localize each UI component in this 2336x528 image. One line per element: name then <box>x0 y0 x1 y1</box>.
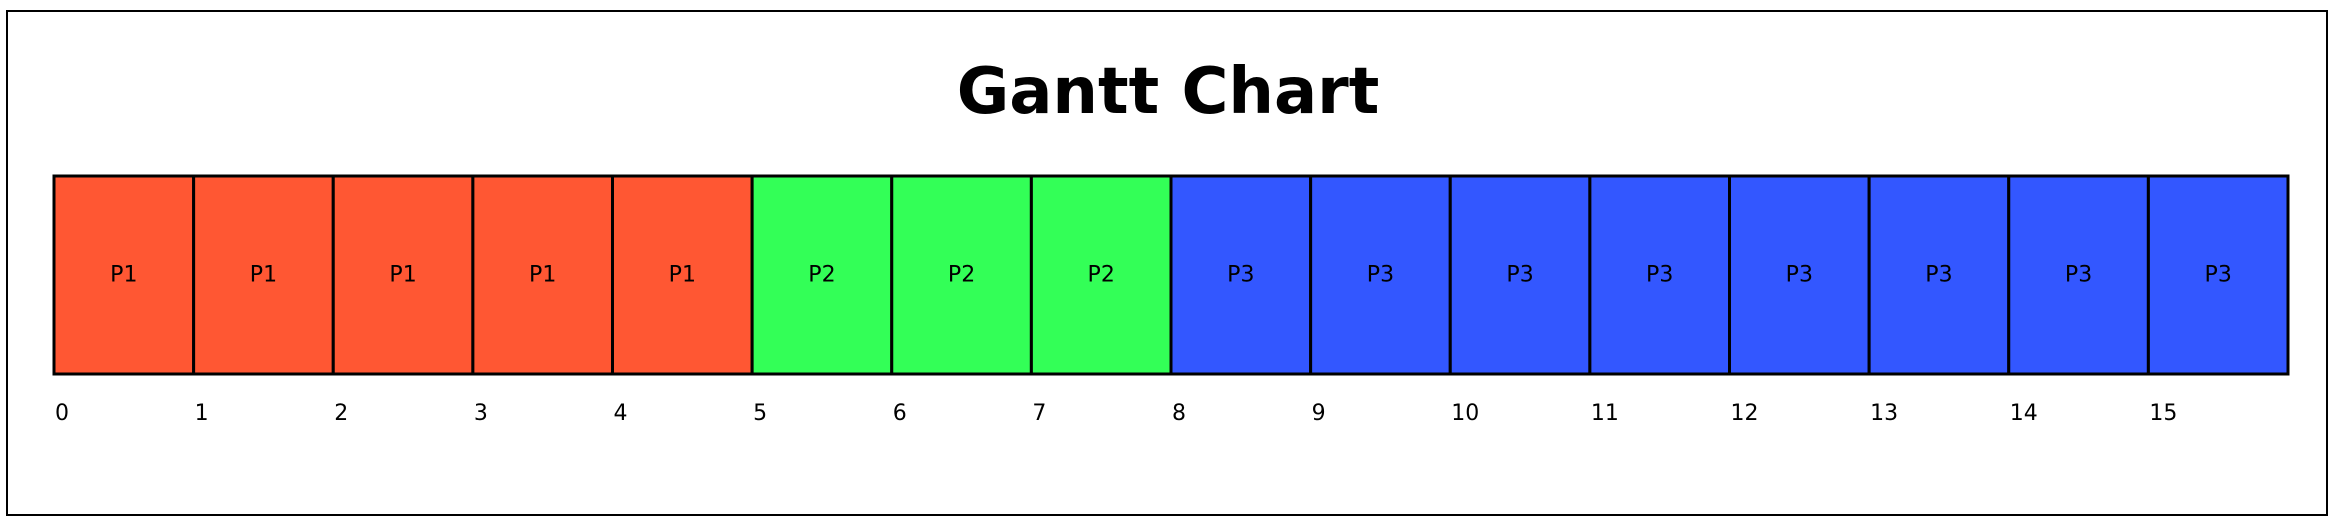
gantt-bar-label: P3 <box>1367 263 1394 288</box>
gantt-bar-label: P1 <box>669 263 696 288</box>
gantt-bar-p3-14 <box>2007 174 2150 376</box>
x-tick-label: 2 <box>334 401 348 426</box>
gantt-bar-p3-13 <box>1867 174 2011 376</box>
gantt-bar-p3-15 <box>2146 174 2290 376</box>
gantt-bar-p1-0 <box>52 174 196 376</box>
gantt-bar-label: P2 <box>948 263 975 288</box>
x-tick-label: 5 <box>753 401 767 426</box>
chart-title: Gantt Chart <box>956 55 1380 129</box>
gantt-bar-label: P1 <box>529 263 556 288</box>
x-tick-label: 10 <box>1451 401 1479 426</box>
x-tick-label: 4 <box>614 401 628 426</box>
x-tick-label: 12 <box>1731 401 1759 426</box>
gantt-bar-label: P3 <box>1925 263 1952 288</box>
x-tick-label: 1 <box>195 401 209 426</box>
x-tick-label: 6 <box>893 401 907 426</box>
x-tick-label: 3 <box>474 401 488 426</box>
gantt-bar-label: P1 <box>389 263 416 288</box>
gantt-bar-p2-6 <box>890 174 1033 376</box>
gantt-bar-p1-1 <box>192 174 335 376</box>
gantt-bar-p1-3 <box>471 174 614 376</box>
gantt-bar-label: P3 <box>1786 263 1813 288</box>
gantt-bar-p1-4 <box>611 174 754 376</box>
gantt-bar-labels: P1 P1 P1 P1 P1 P2 P2 P2 P3 P3 P3 P3 P3 P3 P3 P3 <box>110 263 2232 288</box>
gantt-bar-p2-7 <box>1029 174 1173 376</box>
x-tick-label: 0 <box>55 401 69 426</box>
gantt-bars <box>52 174 2290 376</box>
x-tick-label: 8 <box>1172 401 1186 426</box>
gantt-bar-label: P1 <box>250 263 277 288</box>
gantt-bar-p1-2 <box>331 174 475 376</box>
gantt-bar-p3-10 <box>1448 174 1592 376</box>
gantt-bar-p3-11 <box>1588 174 1731 376</box>
gantt-bar-label: P1 <box>110 263 137 288</box>
gantt-bar-label: P3 <box>2205 263 2232 288</box>
gantt-bar-p3-12 <box>1728 174 1871 376</box>
x-tick-label: 15 <box>2149 401 2177 426</box>
x-tick-label: 9 <box>1312 401 1326 426</box>
gantt-bar-label: P3 <box>1646 263 1673 288</box>
gantt-bar-label: P3 <box>1227 263 1254 288</box>
gantt-bar-label: P3 <box>2065 263 2092 288</box>
x-tick-label: 11 <box>1591 401 1619 426</box>
gantt-bar-label: P2 <box>808 263 835 288</box>
gantt-tick-labels: 0 1 2 3 4 5 6 7 8 9 10 11 12 13 14 15 <box>55 401 2177 426</box>
gantt-bar-label: P2 <box>1088 263 1115 288</box>
gantt-bar-p3-9 <box>1309 174 1452 376</box>
gantt-bar-p3-8 <box>1169 174 1313 376</box>
x-tick-label: 14 <box>2010 401 2038 426</box>
gantt-bar-label: P3 <box>1506 263 1533 288</box>
x-tick-label: 13 <box>1870 401 1898 426</box>
x-tick-label: 7 <box>1032 401 1046 426</box>
